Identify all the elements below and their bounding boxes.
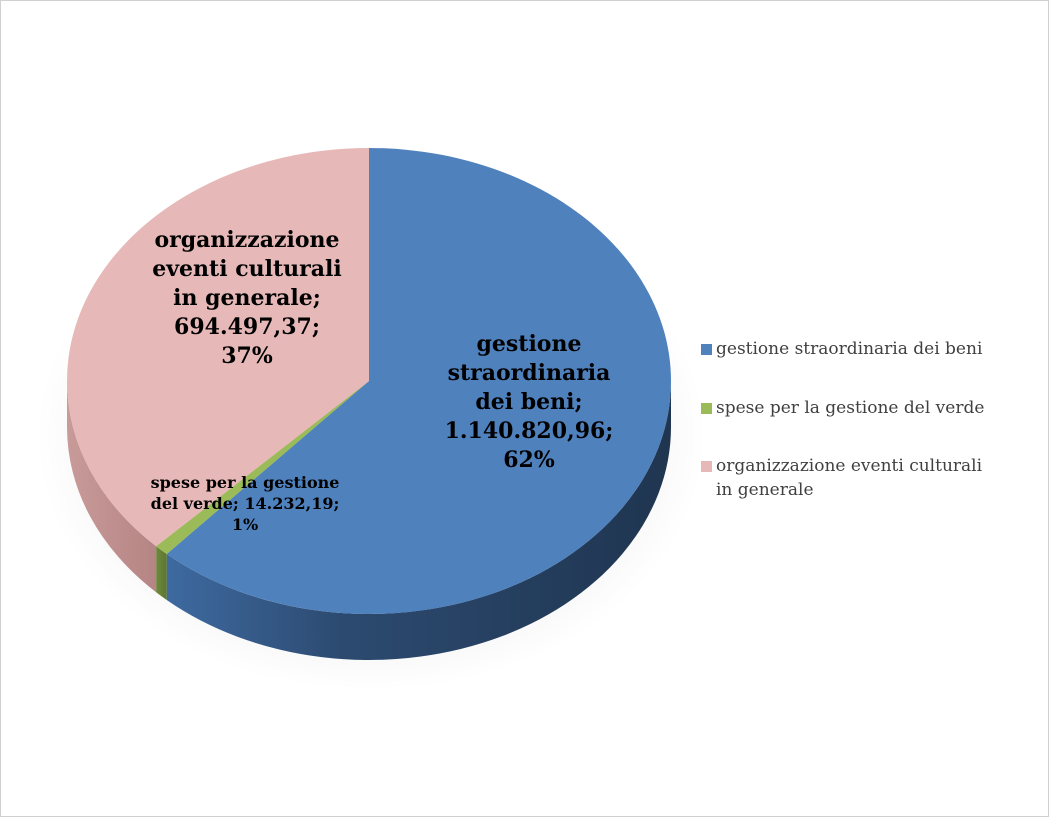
- data-label-line: organizzazione: [154, 227, 339, 253]
- legend-swatch: [701, 344, 712, 355]
- pie-side-eventi-culturali: [67, 381, 157, 593]
- data-label-line: 62%: [503, 447, 555, 473]
- legend-label: spese per la gestione del verde: [716, 398, 985, 418]
- legend-label: organizzazione eventi culturali: [716, 456, 983, 476]
- pie-slice-gestione: [166, 148, 671, 614]
- data-label-line: del verde; 14.232,19;: [151, 494, 340, 513]
- data-label-line: eventi culturali: [152, 256, 341, 282]
- data-label-line: gestione: [477, 331, 582, 357]
- pie-side-spese-verde: [156, 546, 167, 601]
- data-label-gestione: gestione straordinaria dei beni; 1.140.820,…: [445, 331, 614, 473]
- pie-tops: [67, 148, 671, 614]
- data-label-spese-verde: spese per la gestione del verde; 14.232,1…: [151, 473, 340, 534]
- data-label-line: 37%: [221, 343, 273, 369]
- pie-side-gestione: [166, 381, 671, 660]
- legend: gestione straordinaria dei beni spese per…: [701, 301, 1046, 531]
- data-label-line: dei beni;: [475, 389, 582, 415]
- data-label-line: 1%: [232, 515, 258, 534]
- data-label-line: straordinaria: [448, 360, 611, 386]
- pie-data-labels: gestione straordinaria dei beni; 1.140.820,…: [151, 227, 614, 534]
- legend-swatch: [701, 461, 712, 472]
- legend-label: in generale: [716, 480, 814, 500]
- pie-slice-spese-verde: [156, 381, 369, 555]
- data-label-line: spese per la gestione: [151, 473, 340, 492]
- data-label-line: in generale;: [173, 285, 321, 311]
- pie-sides: [67, 381, 671, 660]
- data-label-line: 694.497,37;: [174, 314, 320, 340]
- data-label-eventi-culturali: organizzazione eventi culturali in general…: [152, 227, 341, 369]
- legend-label: gestione straordinaria dei beni: [716, 339, 983, 359]
- legend-swatch: [701, 403, 712, 414]
- data-label-line: 1.140.820,96;: [445, 418, 614, 444]
- pie-slice-eventi-culturali: [67, 148, 369, 547]
